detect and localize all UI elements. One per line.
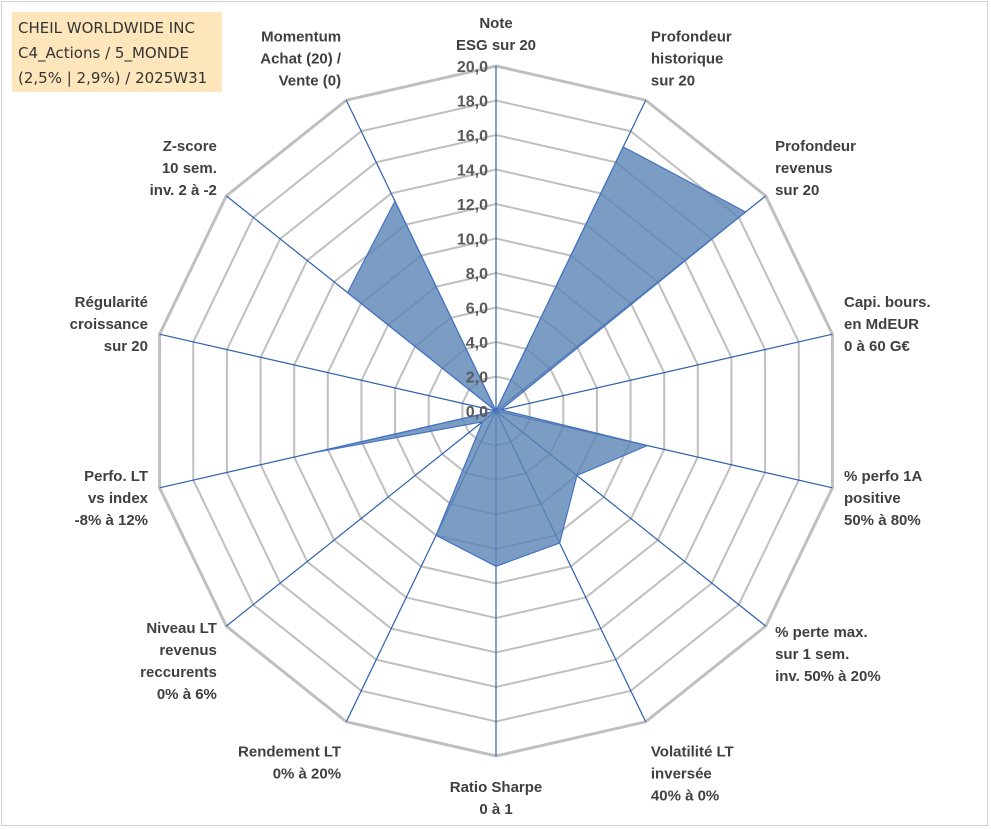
tick-label: 14,0 xyxy=(457,163,488,180)
axis-label: Rendement LT 0% à 20% xyxy=(238,744,341,783)
tick-label: 20,0 xyxy=(457,59,488,76)
tick-label: 10,0 xyxy=(457,232,488,249)
axis-label: Capi. bours. en MdEUR 0 à 60 G€ xyxy=(844,294,931,355)
title-line-2: C4_Actions / 5_MONDE xyxy=(18,44,189,62)
axis-label: Régularité croissance sur 20 xyxy=(70,294,148,355)
axis-spoke xyxy=(495,333,833,412)
tick-label: 0,0 xyxy=(466,404,488,421)
tick-labels: 0,0 2,0 4,0 6,0 8,0 10,0 12,0 14,0 16,0 18,0 20,0 xyxy=(457,59,488,421)
tick-label: 6,0 xyxy=(466,301,488,318)
axis-spoke xyxy=(225,410,497,627)
tick-label: 12,0 xyxy=(457,197,488,214)
title-box: CHEIL WORLDWIDE INC C4_Actions / 5_MONDE… xyxy=(12,12,222,92)
axis-label: Profondeur revenus sur 20 xyxy=(775,138,856,199)
axis-label: Z-score 10 sem. inv. 2 à -2 xyxy=(150,138,217,199)
axis-label: Profondeur historique sur 20 xyxy=(651,28,732,89)
axis-label: Volatilité LT inversée 40% à 0% xyxy=(651,744,734,805)
title-line-1: CHEIL WORLDWIDE INC xyxy=(18,19,195,37)
tick-label: 2,0 xyxy=(466,370,488,387)
series-area xyxy=(310,145,747,567)
axis-spoke xyxy=(159,333,497,412)
axis-labels: Note ESG sur 20 Profondeur historique sur 20… xyxy=(70,15,931,818)
tick-label: 8,0 xyxy=(466,266,488,283)
axis-label: Note ESG sur 20 xyxy=(456,15,536,54)
axis-label: % perfo 1A positive 50% à 80% xyxy=(844,468,923,529)
axis-label: % perte max. sur 1 sem. inv. 50% à 20% xyxy=(775,624,881,685)
tick-label: 18,0 xyxy=(457,94,488,111)
series xyxy=(310,145,747,567)
axis-label: Momentum Achat (20) / Vente (0) xyxy=(260,28,342,89)
axis-label: Ratio Sharpe 0 à 1 xyxy=(450,779,543,818)
axis-label: Niveau LT revenus reccurents 0% à 6% xyxy=(140,620,217,703)
title-line-3: (2,5% | 2,9%) / 2025W31 xyxy=(18,69,208,87)
axis-label: Perfo. LT vs index -8% à 12% xyxy=(75,468,149,529)
tick-label: 16,0 xyxy=(457,128,488,145)
tick-label: 4,0 xyxy=(466,335,488,352)
